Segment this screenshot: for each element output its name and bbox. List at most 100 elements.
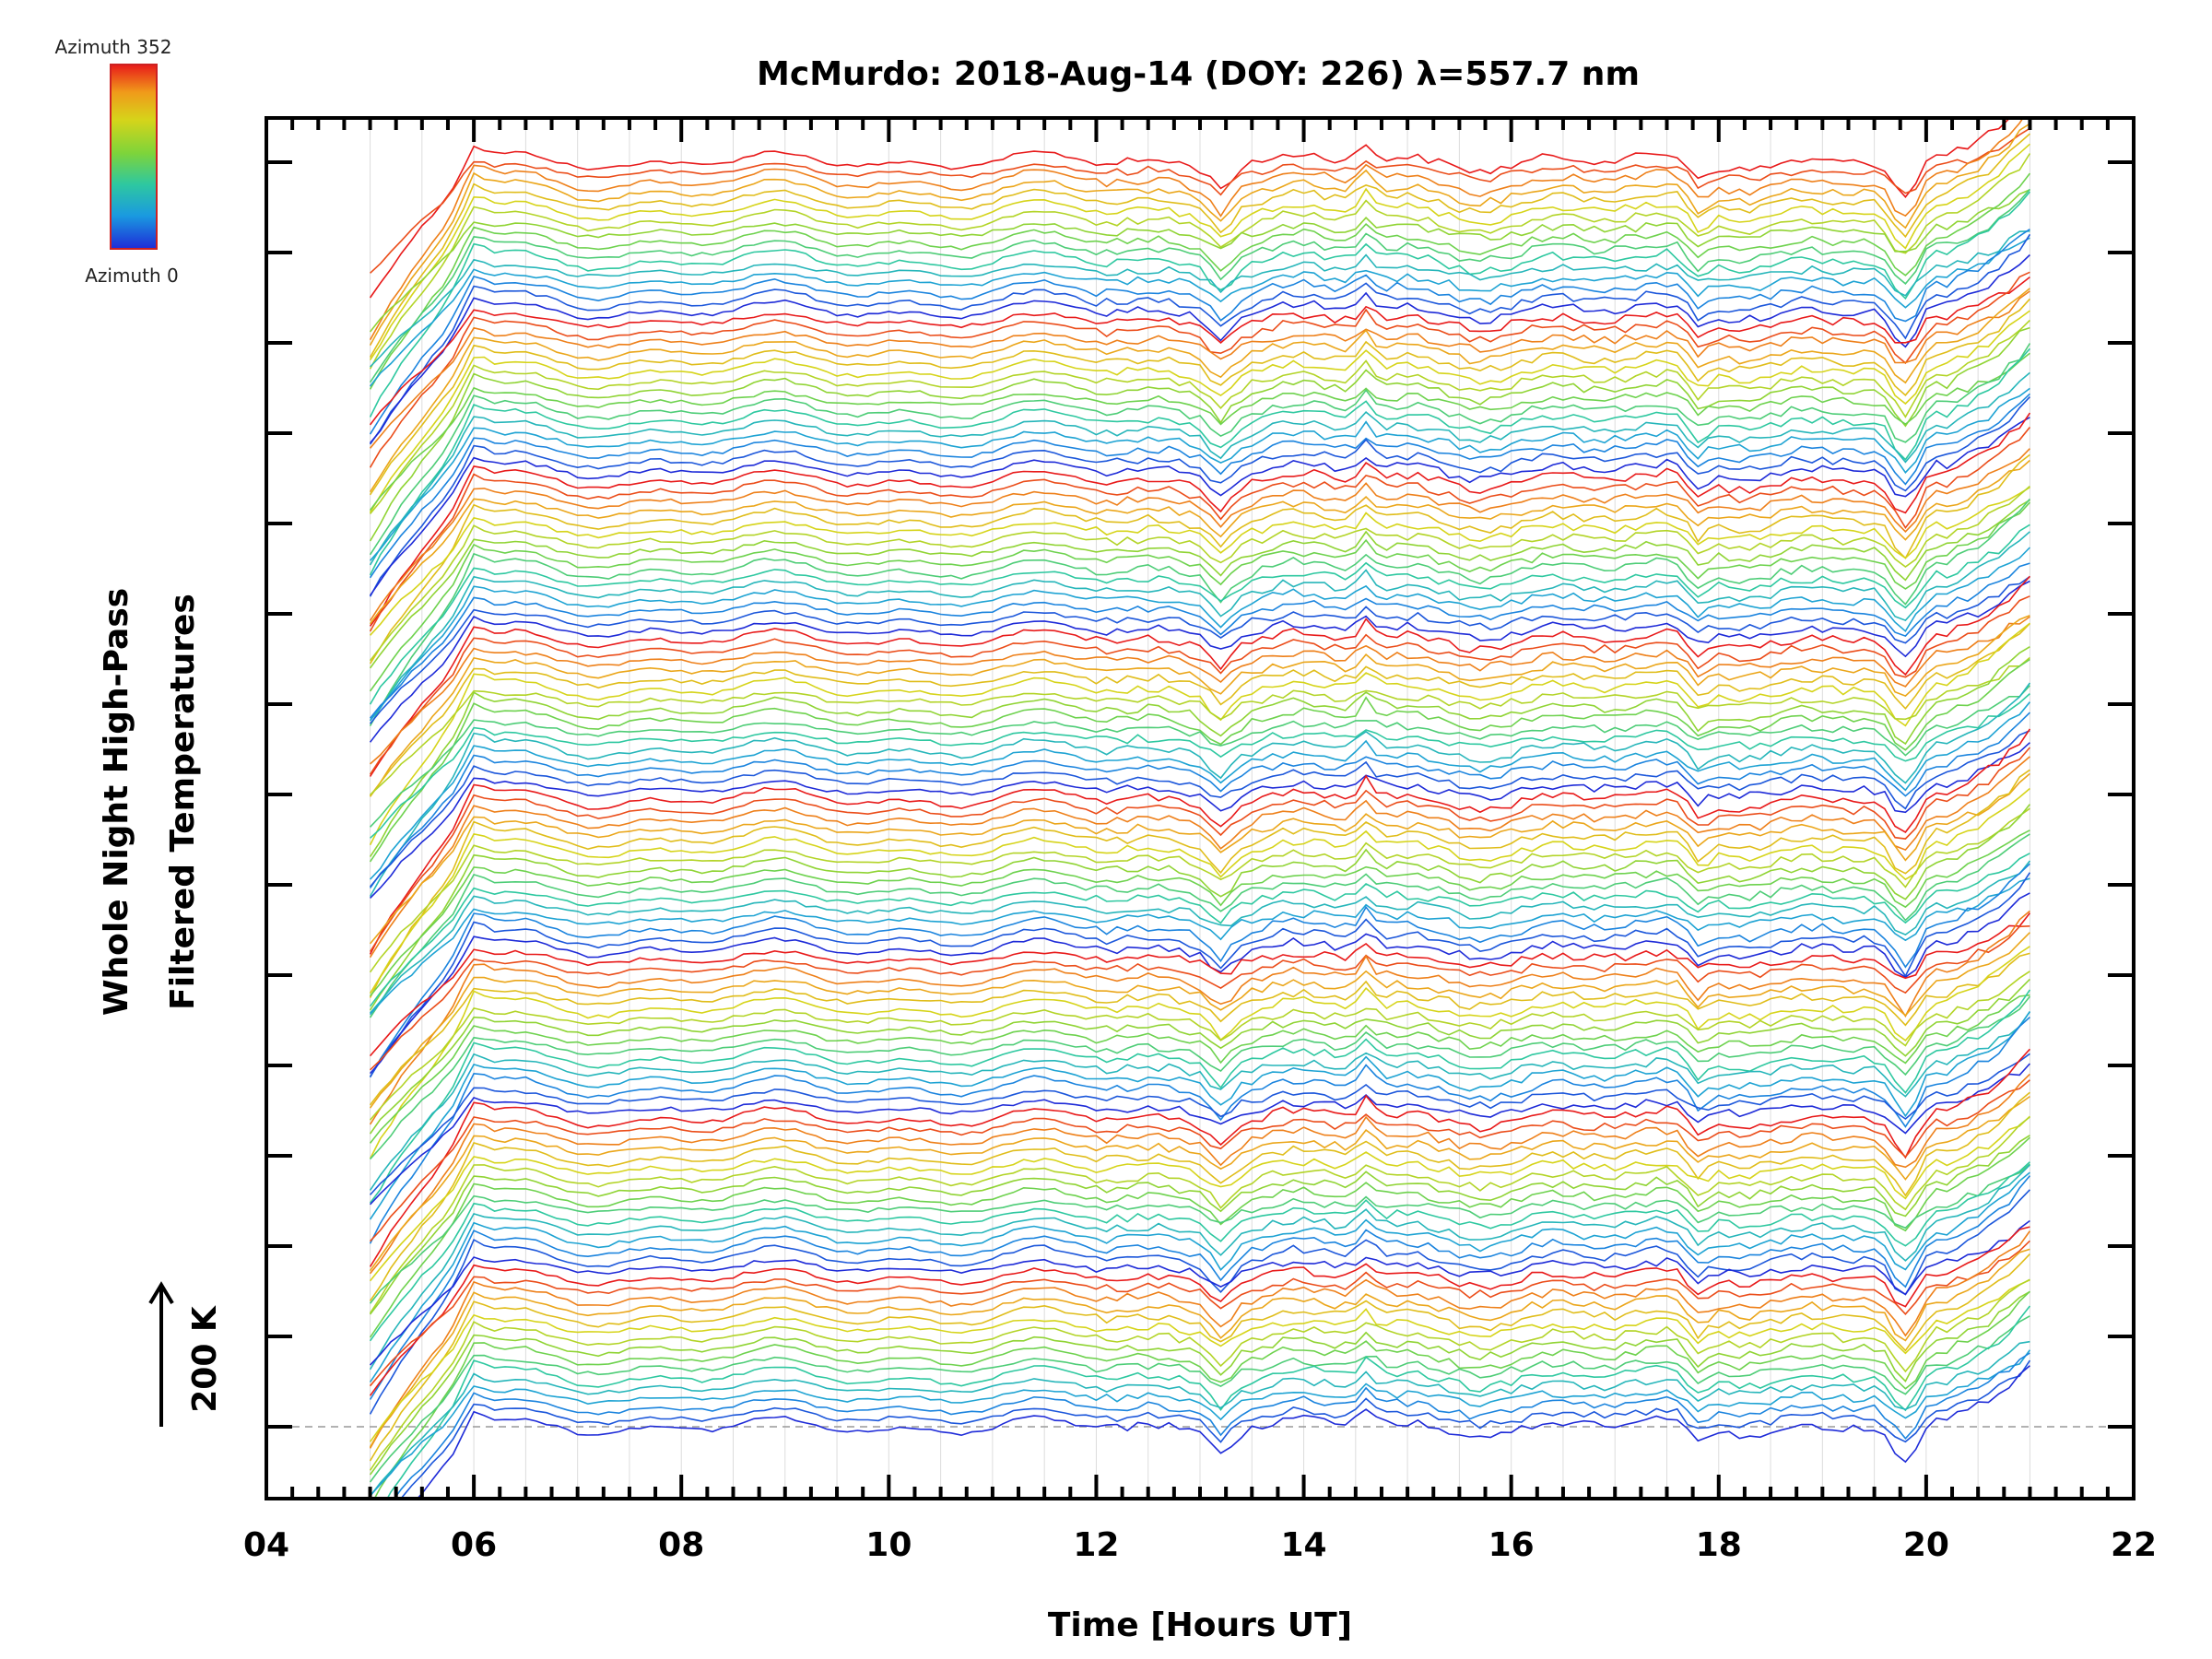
temperature-series-line xyxy=(369,498,2031,726)
temperature-series-line xyxy=(416,1365,2030,1499)
temperature-series-line xyxy=(369,646,2030,858)
x-tick-label: 06 xyxy=(451,1526,497,1564)
temperature-series-line xyxy=(369,971,2030,1121)
x-tick-label: 18 xyxy=(1696,1526,1742,1564)
temperature-series-line xyxy=(369,747,2031,952)
temperature-series-line xyxy=(369,769,2030,998)
temperature-series-line xyxy=(369,347,2030,576)
temperature-series-line xyxy=(369,123,2030,346)
temperature-series-line xyxy=(369,595,2030,775)
temperature-series-line xyxy=(369,229,2030,435)
temperature-series-line xyxy=(369,326,2030,542)
temperature-series-line xyxy=(369,1230,2031,1449)
temperature-series-line xyxy=(369,1278,2030,1471)
x-tick-label: 04 xyxy=(243,1526,289,1564)
temperature-series-line xyxy=(370,701,2031,880)
x-tick-labels: 04 06 08 10 12 14 16 18 20 22 xyxy=(243,1526,2157,1564)
x-tick-label: 10 xyxy=(865,1526,912,1564)
temperature-series-line xyxy=(369,804,2031,1011)
temperature-series-line xyxy=(369,1164,2030,1371)
temperature-series-line xyxy=(369,237,2030,387)
temperature-series-line xyxy=(369,417,2030,596)
temperature-series-line xyxy=(369,1226,2030,1396)
temperature-series-line xyxy=(369,233,2031,445)
temperature-series-line xyxy=(369,614,2030,796)
temperature-series-line xyxy=(373,1290,2030,1499)
temperature-series-line xyxy=(369,1248,2030,1448)
temperature-series-line xyxy=(369,501,2030,692)
temperature-series-line xyxy=(369,276,2030,426)
temperature-series-line xyxy=(369,1135,2030,1315)
temperature-series-line xyxy=(369,547,2030,722)
temperature-series-line xyxy=(370,1349,2031,1497)
temperature-series-line xyxy=(370,487,2030,636)
x-tick-label: 08 xyxy=(658,1526,704,1564)
temperature-series-line xyxy=(369,188,2031,383)
temperature-series-line xyxy=(369,807,2030,973)
x-tick-label: 16 xyxy=(1488,1526,1535,1564)
temperature-series-line xyxy=(369,994,2030,1144)
x-tick-label: 14 xyxy=(1281,1526,1327,1564)
temperature-series-line xyxy=(369,1048,2030,1267)
temperature-series-line xyxy=(369,978,2030,1135)
temperature-series-line xyxy=(369,730,2030,888)
temperature-series-line xyxy=(369,118,2011,299)
temperature-series-line xyxy=(369,622,2030,846)
temperature-series-line xyxy=(369,1095,2030,1272)
temperature-series-line xyxy=(369,448,2030,621)
temperature-series-line xyxy=(369,253,2030,444)
temperature-series-line xyxy=(369,562,2030,719)
temperature-series-line xyxy=(369,1017,2030,1244)
temperature-series-line xyxy=(369,1175,2031,1400)
x-tick-label: 22 xyxy=(2111,1526,2157,1564)
x-tick-label: 12 xyxy=(1073,1526,1119,1564)
temperature-series-line xyxy=(369,1290,2030,1476)
grid xyxy=(266,118,2134,1499)
temperature-series-line xyxy=(369,872,2031,1077)
temperature-series-line xyxy=(369,682,2031,897)
scale-label: 200 K xyxy=(186,1305,224,1413)
temperature-series-line xyxy=(369,531,2030,722)
temperature-series-line xyxy=(370,685,2030,828)
temperature-series-line xyxy=(369,863,2030,1078)
temperature-series-line xyxy=(369,189,2030,333)
temperature-series-line xyxy=(369,772,2030,945)
temperature-series-line xyxy=(369,1253,2030,1462)
temperature-series-line xyxy=(369,143,2030,360)
temperature-series-line xyxy=(369,1171,2030,1383)
temperature-series-line xyxy=(369,393,2030,579)
temperature-series-line xyxy=(370,656,2030,795)
temperature-series-line xyxy=(369,860,2031,1014)
colorbar xyxy=(110,64,158,250)
temperature-series-line xyxy=(369,580,2030,743)
temperature-series-line xyxy=(370,892,2030,1075)
temperature-series-line xyxy=(369,271,2030,468)
temperature-series-line xyxy=(393,1352,2030,1499)
temperature-series-line xyxy=(369,191,2031,418)
temperature-series-line xyxy=(370,127,2030,274)
temperature-series-line xyxy=(369,1161,2030,1342)
temperature-series-line xyxy=(369,1240,2030,1387)
y-axis-label-line2: Filtered Temperatures xyxy=(164,594,202,1010)
temperature-series-line xyxy=(369,728,2031,955)
temperature-series-line xyxy=(370,387,2030,561)
temperature-series-line xyxy=(369,524,2030,705)
temperature-series-line xyxy=(369,459,2030,625)
temperature-series-line xyxy=(370,995,2031,1160)
scale-arrow-head xyxy=(148,1281,174,1305)
temperature-series-line xyxy=(369,1340,2030,1497)
temperature-series-line xyxy=(369,622,2030,797)
colorbar-top-label: Azimuth 352 xyxy=(55,36,172,58)
temperature-series-line xyxy=(369,1011,2031,1220)
temperature-series-line xyxy=(369,575,2030,724)
temperature-series-line xyxy=(400,1359,2031,1499)
temperature-series-line xyxy=(370,693,2030,839)
temperature-series-line xyxy=(369,319,2030,515)
temperature-series-line xyxy=(369,833,2030,1018)
temperature-series-line xyxy=(369,853,2030,1007)
temperature-series-line xyxy=(369,989,2031,1204)
temperature-series-line xyxy=(369,290,2030,449)
temperature-series-line xyxy=(369,946,2030,1159)
colorbar-bottom-label: Azimuth 0 xyxy=(85,265,179,287)
temperature-series-line xyxy=(369,1115,2030,1282)
